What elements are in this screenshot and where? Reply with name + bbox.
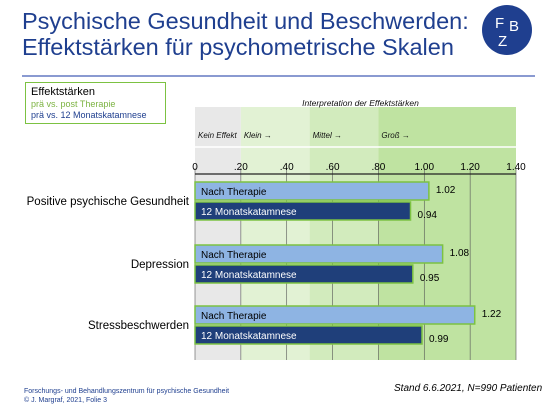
- bar-0-2: [194, 305, 476, 325]
- zone-label-2: Mittel →: [313, 131, 342, 140]
- bar-value-1-1: 0.95: [420, 273, 440, 284]
- logo-letter-z: Z: [498, 33, 507, 50]
- bar-series-label-0-1: Nach Therapie: [201, 250, 267, 261]
- sample-note: Stand 6.6.2021, N=990 Patienten: [394, 383, 543, 394]
- bar-series-label-0-2: Nach Therapie: [201, 311, 267, 322]
- zone-label-1: Klein →: [244, 131, 272, 140]
- legend-box: Effektstärken prä vs. post Therapie prä …: [25, 82, 166, 124]
- bars: Nach Therapie 1.02 12 Monatskatamnese 0.94 N…: [194, 181, 502, 345]
- bar-0-0: [194, 181, 430, 201]
- tick-label-7: 1.40: [506, 162, 526, 173]
- logo-letter-f: F: [495, 15, 504, 32]
- bar-1-0: [194, 201, 412, 221]
- bar-value-1-2: 0.99: [429, 334, 449, 345]
- footer: Forschungs- und Behandlungszentrum für p…: [24, 387, 229, 405]
- legend-item-katamnese: prä vs. 12 Monatskatamnese: [31, 110, 147, 120]
- bar-value-0-2: 1.22: [482, 309, 502, 320]
- bar-series-label-0-0: Nach Therapie: [201, 187, 267, 198]
- zone-label-3: Groß →: [381, 131, 409, 140]
- tick-label-0: 0: [192, 162, 198, 173]
- bar-1-1: [194, 264, 414, 284]
- legend-title: Effektstärken: [31, 86, 95, 98]
- tick-label-4: .80: [371, 162, 385, 173]
- tick-label-3: .60: [326, 162, 340, 173]
- bar-value-0-0: 1.02: [436, 185, 456, 196]
- tick-label-1: .20: [234, 162, 248, 173]
- footer-copyright: © J. Margraf, 2021, Folie 3: [24, 397, 107, 404]
- zone-label-0: Kein Effekt: [198, 131, 237, 140]
- category-label-0: Positive psychische Gesundheit: [27, 196, 190, 208]
- legend-item-post: prä vs. post Therapie: [31, 99, 116, 109]
- title-divider: [22, 75, 535, 77]
- footer-institution: Forschungs- und Behandlungszentrum für p…: [24, 388, 230, 395]
- bar-series-label-1-1: 12 Monatskatamnese: [201, 270, 297, 281]
- bar-0-1: [194, 244, 444, 264]
- category-label-1: Depression: [131, 259, 189, 271]
- fbz-logo: F B Z: [482, 5, 532, 55]
- tick-label-5: 1.00: [415, 162, 435, 173]
- interpretation-title: Interpretation der Effektstärken: [302, 98, 419, 108]
- logo-letter-b: B: [509, 18, 519, 35]
- title-line-2: Effektstärken für psychometrische Skalen: [22, 34, 454, 60]
- category-labels: Positive psychische Gesundheit Depression…: [27, 196, 190, 332]
- bar-series-label-1-2: 12 Monatskatamnese: [201, 331, 297, 342]
- title-line-1: Psychische Gesundheit und Beschwerden:: [22, 8, 469, 34]
- tick-label-2: .40: [280, 162, 294, 173]
- bar-value-1-0: 0.94: [418, 210, 438, 221]
- slide-title: Psychische Gesundheit und Beschwerden: E…: [22, 8, 469, 60]
- bar-1-2: [194, 325, 423, 345]
- bar-value-0-1: 1.08: [450, 248, 470, 259]
- bar-series-label-1-0: 12 Monatskatamnese: [201, 207, 297, 218]
- category-label-2: Stressbeschwerden: [88, 320, 189, 332]
- tick-label-6: 1.20: [460, 162, 480, 173]
